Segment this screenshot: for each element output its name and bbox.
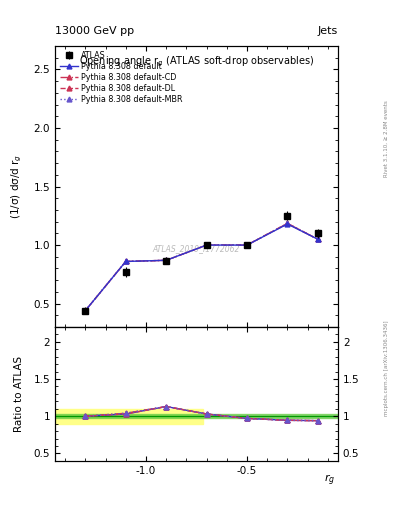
Pythia 8.308 default-MBR [83,308,88,314]
Pythia 8.308 default-CD [164,257,169,263]
Pythia 8.308 default-MBR [164,257,169,263]
Pythia 8.308 default-MBR [123,259,128,265]
Pythia 8.308 default-DL [204,242,209,248]
Bar [55,409,202,423]
Pythia 8.308 default-CD [204,242,209,248]
Text: Rivet 3.1.10, ≥ 2.8M events: Rivet 3.1.10, ≥ 2.8M events [384,100,389,177]
Bar [55,414,338,418]
Pythia 8.308 default [83,308,88,314]
Y-axis label: (1/σ) dσ/d r$_g$: (1/σ) dσ/d r$_g$ [9,154,24,219]
Pythia 8.308 default [164,257,169,263]
Pythia 8.308 default-CD [285,220,290,226]
Pythia 8.308 default [204,242,209,248]
Pythia 8.308 default [285,221,290,227]
Pythia 8.308 default-CD [245,242,250,248]
Pythia 8.308 default-DL [285,220,290,226]
Pythia 8.308 default-DL [164,257,169,263]
Pythia 8.308 default [123,259,128,265]
Pythia 8.308 default-DL [83,308,88,314]
Pythia 8.308 default-MBR [316,236,320,242]
Pythia 8.308 default-MBR [204,242,209,248]
Y-axis label: Ratio to ATLAS: Ratio to ATLAS [14,356,24,432]
Text: 13000 GeV pp: 13000 GeV pp [55,26,134,36]
Pythia 8.308 default-DL [316,236,320,242]
Pythia 8.308 default-CD [83,308,88,314]
X-axis label: r$_g$: r$_g$ [324,473,335,488]
Legend: ATLAS, Pythia 8.308 default, Pythia 8.308 default-CD, Pythia 8.308 default-DL, P: ATLAS, Pythia 8.308 default, Pythia 8.30… [57,49,185,106]
Pythia 8.308 default [245,242,250,248]
Pythia 8.308 default-CD [316,236,320,242]
Pythia 8.308 default-MBR [245,242,250,248]
Text: ATLAS_2019_I1772062: ATLAS_2019_I1772062 [153,244,240,253]
Text: mcplots.cern.ch [arXiv:1306.3436]: mcplots.cern.ch [arXiv:1306.3436] [384,321,389,416]
Line: Pythia 8.308 default: Pythia 8.308 default [83,222,320,313]
Line: Pythia 8.308 default-DL: Pythia 8.308 default-DL [83,221,320,313]
Line: Pythia 8.308 default-MBR: Pythia 8.308 default-MBR [83,221,320,313]
Pythia 8.308 default-MBR [285,220,290,226]
Line: Pythia 8.308 default-CD: Pythia 8.308 default-CD [83,221,320,313]
Text: Jets: Jets [318,26,338,36]
Pythia 8.308 default-DL [123,259,128,265]
Pythia 8.308 default [316,236,320,242]
Pythia 8.308 default-CD [123,259,128,265]
Text: Opening angle r$_g$ (ATLAS soft-drop observables): Opening angle r$_g$ (ATLAS soft-drop obs… [79,54,314,69]
Pythia 8.308 default-DL [245,242,250,248]
